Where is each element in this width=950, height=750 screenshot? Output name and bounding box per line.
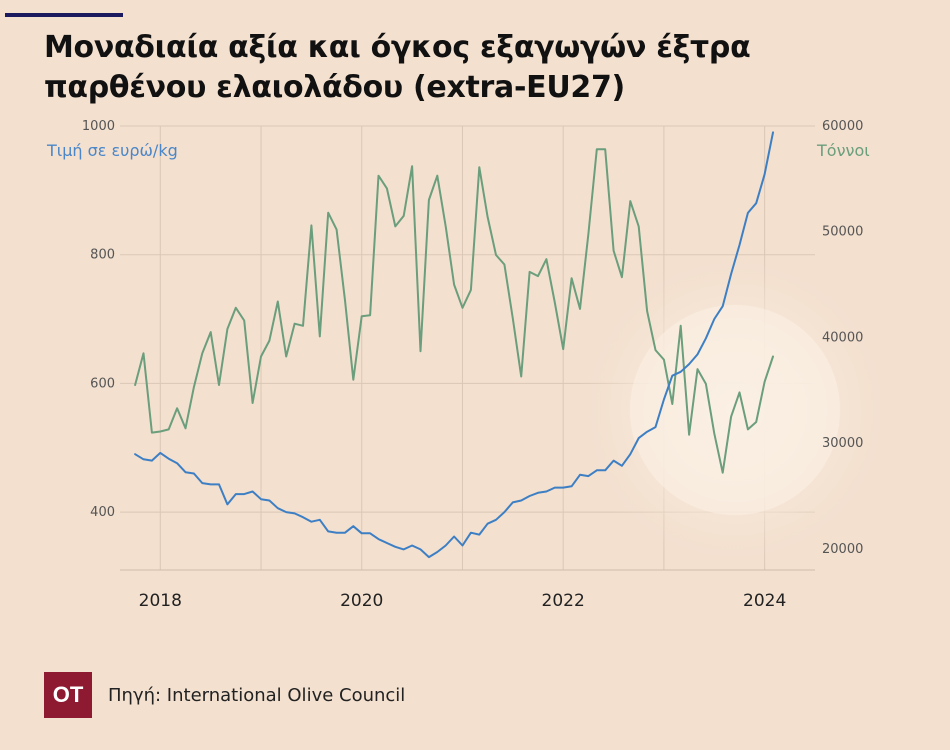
x-tick-label: 2024	[743, 591, 786, 611]
chart-title: Μοναδιαία αξία και όγκος εξαγωγών έξτρα …	[44, 30, 751, 105]
x-tick-label: 2018	[139, 591, 182, 611]
right-tick-label: 40000	[822, 330, 863, 345]
left-tick-label: 1000	[82, 119, 115, 134]
axis-ticks: 400 600 800 1000 20000 30000 40000 50000 60000 20…	[82, 119, 863, 611]
right-tick-label: 50000	[822, 225, 863, 240]
top-accent-rule	[5, 13, 123, 17]
price-series-line	[134, 131, 774, 559]
right-tick-label: 20000	[822, 542, 863, 557]
volume-series-line	[134, 148, 774, 474]
right-tick-label: 30000	[822, 436, 863, 451]
footer: ΟΤ Πηγή: International Olive Council	[44, 672, 405, 718]
left-axis-label: Τιμή σε ευρώ/kg	[46, 141, 178, 160]
source-note: Πηγή: International Olive Council	[108, 684, 406, 706]
left-tick-label: 600	[90, 376, 115, 391]
x-tick-label: 2020	[340, 591, 383, 611]
right-axis-label: Τόννοι	[816, 141, 870, 160]
left-tick-label: 800	[90, 248, 115, 263]
publisher-logo: ΟΤ	[44, 672, 92, 718]
series-lines	[134, 131, 774, 559]
x-tick-label: 2022	[542, 591, 585, 611]
left-tick-label: 400	[90, 505, 115, 520]
right-tick-label: 60000	[822, 119, 863, 134]
